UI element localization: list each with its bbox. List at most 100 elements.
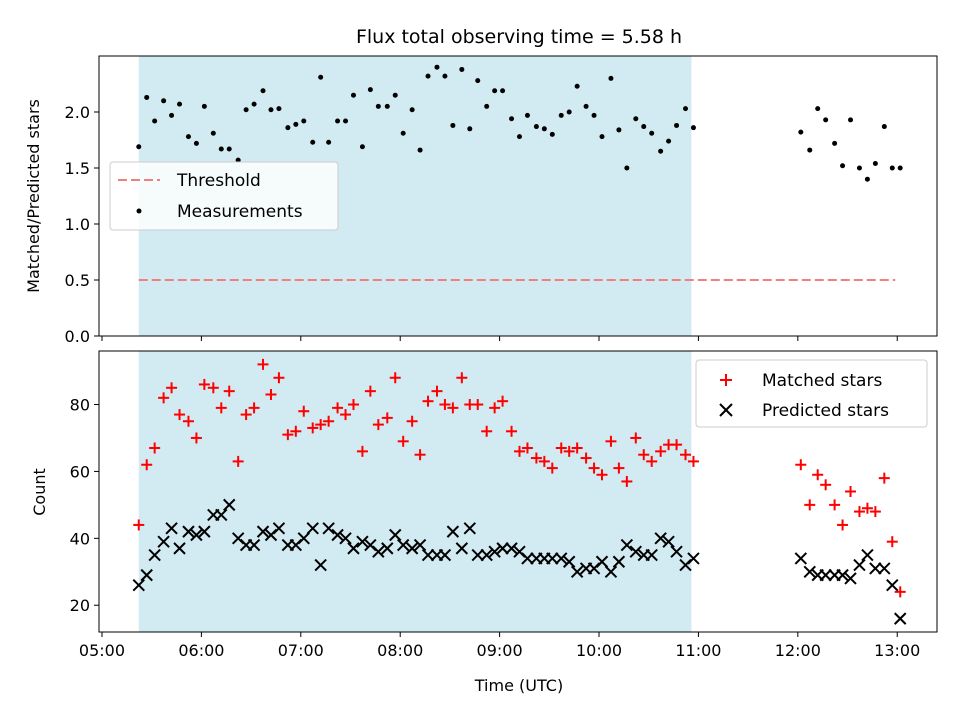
legend-threshold-label: Threshold [176, 171, 261, 191]
matched-star-point [638, 449, 650, 461]
matched-star-point [166, 382, 178, 394]
measurement-point [649, 130, 655, 136]
predicted-star-point [629, 545, 643, 558]
top-panel: 0.0 0.5 1.0 1.5 2.0 Flux total observing tim… [24, 26, 938, 346]
legend-matched-label: Matched stars [762, 371, 882, 391]
matched-star-point [869, 506, 881, 518]
predicted-star-point [190, 528, 203, 542]
matched-star-point [837, 519, 849, 531]
measurement-point [475, 78, 481, 84]
matched-star-point [381, 412, 393, 424]
predicted-star-point [546, 552, 559, 565]
top-y-tick-label: 2.0 [65, 103, 90, 122]
measurement-point [509, 116, 515, 122]
matched-star-point [347, 399, 359, 411]
matched-star-point [829, 499, 841, 511]
top-y-tick-label: 0.0 [65, 327, 90, 346]
measurement-point [335, 118, 341, 124]
measurement-point [840, 163, 846, 169]
predicted-star-point [347, 542, 360, 555]
measurement-point [807, 147, 813, 153]
matched-star-point [198, 378, 210, 390]
measurement-point [658, 148, 664, 154]
matched-star-point [655, 445, 667, 457]
matched-star-point [340, 409, 352, 421]
bottom-y-tick-label: 60 [70, 462, 90, 481]
matched-star-point [422, 395, 434, 407]
measurement-point [326, 139, 332, 145]
measurement-point [815, 106, 821, 112]
predicted-star-point [570, 565, 584, 578]
measurement-point [516, 134, 522, 140]
matched-star-point [530, 452, 542, 464]
bottom-y-tick-label: 40 [70, 529, 90, 548]
measurement-point [683, 106, 689, 112]
measurement-point [136, 144, 142, 150]
measurement-point [201, 103, 207, 109]
predicted-star-point [215, 508, 228, 522]
predicted-star-point [455, 542, 469, 555]
matched-star-point [845, 486, 857, 497]
top-y-tick-label: 0.5 [65, 271, 90, 290]
matched-star-point [257, 358, 269, 370]
measurement-point [375, 103, 381, 109]
matched-star-point [861, 502, 873, 514]
matched-star-point [149, 442, 161, 454]
predicted-star-point [381, 542, 394, 555]
measurement-point [872, 161, 878, 167]
x-tick-label: 08:00 [377, 641, 423, 660]
matched-star-point [397, 435, 409, 447]
predicted-star-point [662, 535, 675, 548]
x-tick-label: 11:00 [675, 641, 721, 660]
predicted-star-point [157, 535, 170, 548]
predicted-star-point [223, 498, 236, 512]
predicted-star-point [356, 535, 369, 548]
top-x-ticks [101, 336, 898, 341]
predicted-star-point [844, 572, 857, 585]
matched-star-point [431, 385, 443, 397]
matched-star-point [563, 445, 575, 457]
matched-star-point [282, 429, 294, 441]
predicted-star-point [471, 548, 484, 562]
matched-star-point [646, 455, 658, 467]
measurement-point [260, 88, 266, 94]
matched-star-point [513, 445, 525, 457]
matched-star-point [680, 449, 692, 461]
matched-star-point [356, 445, 368, 457]
measurement-point [848, 117, 854, 123]
matched-star-point [630, 432, 642, 444]
top-y-ticks: 0.0 0.5 1.0 1.5 2.0 [65, 103, 99, 346]
top-y-tick-label: 1.5 [65, 159, 90, 178]
matched-star-point [447, 402, 459, 414]
measurement-point [193, 140, 199, 146]
measurement-point [301, 118, 307, 124]
x-tick-label: 12:00 [775, 641, 821, 660]
bottom-y-tick-label: 80 [70, 396, 90, 415]
predicted-star-point [604, 565, 618, 578]
matched-star-point [389, 372, 401, 384]
predicted-star-point [687, 552, 700, 565]
predicted-star-point [405, 542, 419, 555]
measurement-point [798, 129, 804, 135]
matched-star-point [621, 475, 633, 487]
measurement-point [169, 112, 175, 118]
predicted-star-point [372, 545, 385, 558]
measurement-point [210, 130, 216, 136]
predicted-star-point [331, 528, 344, 542]
measurement-point [425, 73, 431, 79]
measurement-point [459, 66, 465, 72]
measurement-point [285, 125, 291, 131]
legend-measurements-swatch [136, 208, 142, 214]
x-tick-label: 07:00 [278, 641, 324, 660]
predicted-star-point [389, 528, 402, 542]
measurement-point [541, 126, 547, 132]
legend-predicted-swatch [719, 403, 733, 417]
legend-predicted-label: Predicted stars [762, 401, 889, 421]
matched-star-point [521, 442, 533, 454]
predicted-star-point [555, 552, 568, 565]
predicted-star-point [488, 545, 501, 558]
predicted-star-point [505, 542, 518, 555]
predicted-star-point [247, 538, 261, 552]
